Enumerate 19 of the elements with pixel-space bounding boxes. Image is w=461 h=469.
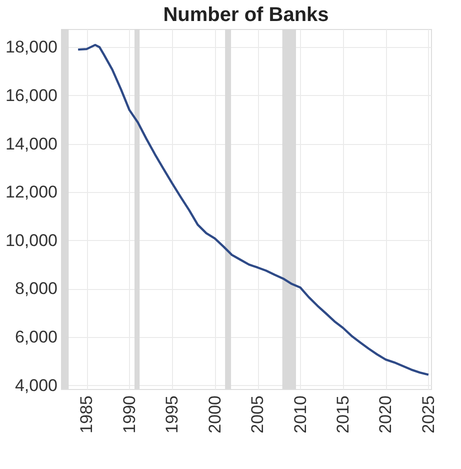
x-tick-label: 1990 bbox=[120, 396, 139, 434]
y-tick-label: 4,000 bbox=[14, 376, 58, 395]
line-series bbox=[76, 44, 430, 376]
y-tick-label: 8,000 bbox=[14, 279, 58, 298]
x-tick-label: 2020 bbox=[376, 396, 396, 434]
x-tick-label: 2000 bbox=[205, 396, 224, 434]
y-tick-label: 18,000 bbox=[6, 38, 58, 57]
y-tick-label: 14,000 bbox=[6, 134, 58, 154]
y-tick-label: 6,000 bbox=[14, 328, 58, 347]
x-tick-label: 2005 bbox=[248, 396, 268, 434]
chart-title: Number of Banks bbox=[163, 4, 329, 26]
x-tick-label: 2010 bbox=[290, 396, 310, 434]
y-tick-label: 12,000 bbox=[6, 182, 58, 202]
x-tick-label: 2025 bbox=[418, 396, 438, 434]
x-tick-label: 2015 bbox=[333, 396, 352, 434]
x-tick-label: 1995 bbox=[162, 396, 182, 434]
y-tick-label: 10,000 bbox=[6, 230, 58, 250]
y-tick-label: 16,000 bbox=[6, 86, 58, 105]
x-tick-label: 1985 bbox=[77, 396, 96, 434]
